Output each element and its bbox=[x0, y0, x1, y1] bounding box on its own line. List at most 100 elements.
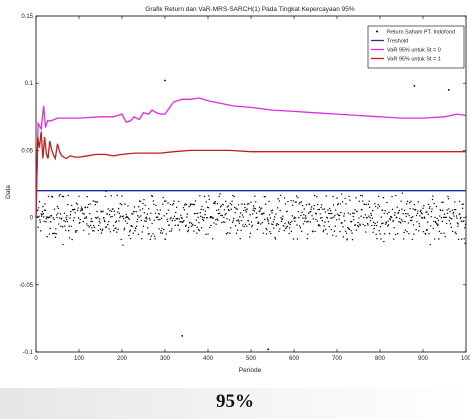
return-point bbox=[308, 203, 311, 205]
return-point bbox=[371, 224, 373, 227]
legend-box bbox=[367, 25, 465, 69]
return-point bbox=[256, 216, 258, 218]
return-point bbox=[390, 216, 393, 218]
return-point bbox=[419, 215, 421, 217]
return-point bbox=[405, 203, 408, 205]
return-point bbox=[432, 227, 435, 230]
return-point bbox=[243, 225, 245, 228]
return-point bbox=[107, 208, 109, 210]
return-point bbox=[441, 220, 444, 223]
return-point bbox=[426, 229, 428, 231]
return-point bbox=[398, 209, 401, 212]
return-point bbox=[358, 200, 361, 202]
return-point bbox=[47, 195, 50, 197]
return-point bbox=[247, 220, 250, 222]
return-point bbox=[169, 203, 172, 206]
return-point bbox=[122, 244, 124, 246]
return-point bbox=[271, 212, 273, 214]
return-point bbox=[54, 236, 57, 239]
return-point bbox=[344, 230, 347, 233]
return-point bbox=[277, 198, 279, 200]
return-point bbox=[41, 210, 44, 213]
return-point bbox=[230, 227, 232, 229]
return-point bbox=[379, 233, 381, 235]
return-point bbox=[118, 212, 121, 215]
return-point bbox=[453, 208, 456, 211]
return-point bbox=[106, 213, 109, 215]
return-point bbox=[282, 215, 284, 217]
return-point bbox=[451, 209, 453, 211]
return-point bbox=[99, 222, 101, 224]
return-point bbox=[159, 209, 161, 211]
return-point bbox=[107, 220, 110, 223]
return-point bbox=[352, 212, 354, 214]
return-point bbox=[243, 203, 246, 205]
return-point bbox=[396, 216, 398, 219]
x-tick-label: 600 bbox=[289, 356, 300, 362]
return-point bbox=[100, 232, 103, 234]
return-point bbox=[361, 209, 363, 211]
return-point bbox=[259, 210, 261, 212]
return-point bbox=[37, 209, 39, 212]
return-point bbox=[170, 230, 173, 232]
x-tick-label: 500 bbox=[246, 356, 257, 362]
return-point bbox=[186, 213, 189, 215]
return-point bbox=[70, 210, 72, 213]
return-point bbox=[216, 202, 219, 205]
return-point bbox=[53, 208, 56, 210]
return-point bbox=[400, 219, 403, 221]
return-point bbox=[61, 217, 63, 220]
series-line-var-95-untuk-st-1 bbox=[35, 131, 466, 218]
return-point bbox=[371, 210, 374, 212]
return-point bbox=[455, 215, 458, 217]
return-point bbox=[283, 229, 285, 232]
return-point bbox=[339, 230, 341, 233]
return-point bbox=[349, 213, 352, 215]
return-point bbox=[49, 227, 51, 230]
return-point bbox=[202, 208, 204, 211]
return-point bbox=[185, 224, 187, 226]
y-tick-label: -0.1 bbox=[23, 350, 34, 356]
return-point bbox=[445, 216, 447, 219]
return-point bbox=[198, 221, 200, 224]
return-point bbox=[260, 223, 262, 225]
return-point bbox=[264, 196, 266, 198]
return-point bbox=[91, 220, 94, 223]
return-point bbox=[82, 212, 84, 215]
return-point bbox=[49, 216, 51, 218]
return-point bbox=[127, 205, 129, 207]
return-point bbox=[138, 206, 140, 208]
return-point bbox=[143, 211, 146, 214]
return-point bbox=[146, 218, 148, 220]
return-point bbox=[66, 220, 69, 223]
return-point bbox=[92, 229, 94, 232]
return-point bbox=[173, 200, 175, 202]
return-point bbox=[55, 233, 57, 235]
return-point bbox=[385, 222, 388, 224]
chart-figure: Grafik Return dan VaR-MRS-SARCH(1) Pada … bbox=[5, 6, 470, 374]
return-point bbox=[87, 203, 90, 206]
return-point bbox=[148, 217, 151, 219]
return-point bbox=[96, 201, 99, 203]
return-point bbox=[110, 195, 112, 197]
return-point bbox=[407, 213, 409, 215]
return-point bbox=[128, 218, 131, 221]
return-point bbox=[141, 208, 144, 210]
return-point bbox=[330, 228, 333, 231]
return-point bbox=[242, 216, 244, 218]
return-point bbox=[246, 225, 248, 227]
return-point bbox=[396, 206, 398, 208]
return-point bbox=[332, 204, 335, 206]
return-point bbox=[231, 200, 233, 202]
return-point bbox=[133, 206, 136, 208]
return-point bbox=[82, 220, 85, 223]
return-point bbox=[76, 229, 78, 232]
return-point bbox=[312, 230, 314, 232]
return-point bbox=[113, 214, 116, 216]
return-point bbox=[160, 217, 163, 219]
return-point bbox=[99, 228, 102, 230]
return-point bbox=[219, 206, 222, 208]
return-point bbox=[446, 209, 448, 211]
return-point bbox=[301, 204, 304, 207]
return-point bbox=[184, 203, 186, 205]
